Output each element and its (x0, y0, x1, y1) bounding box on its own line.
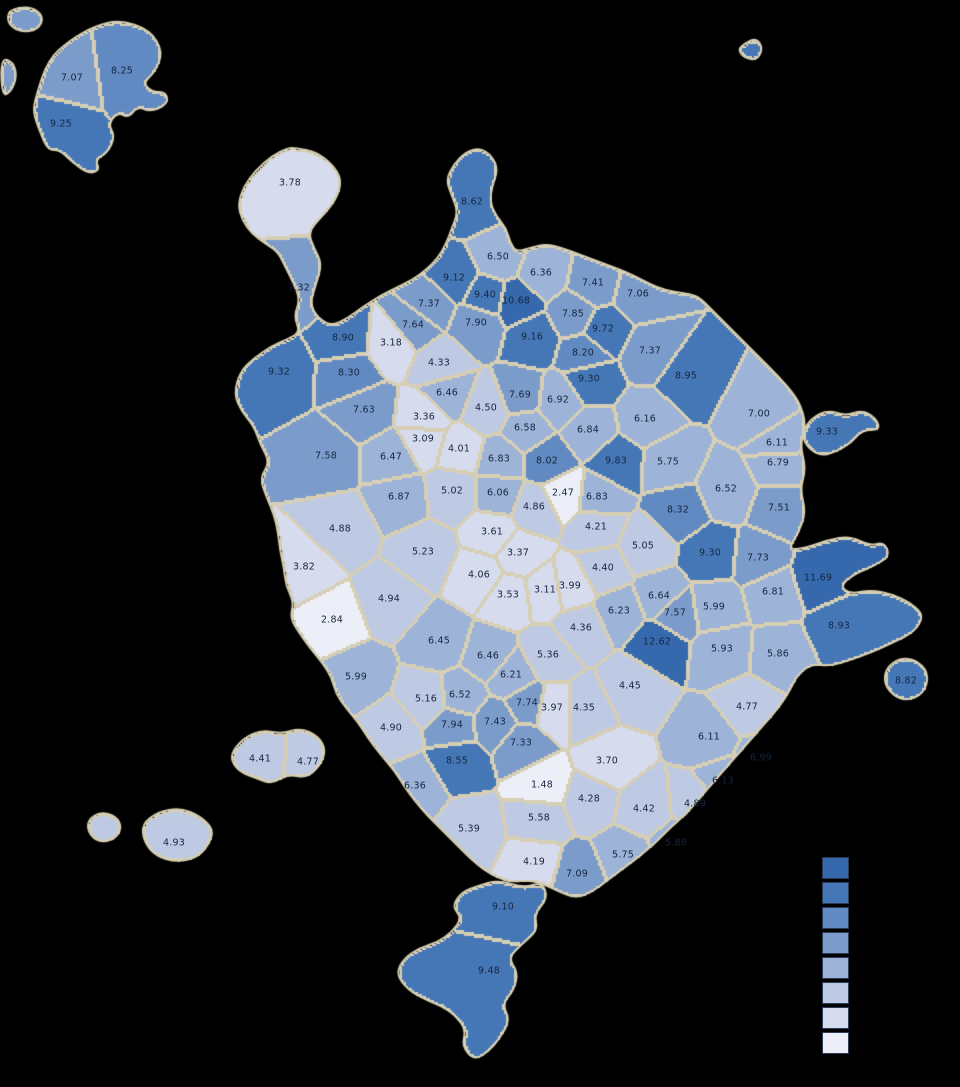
legend-swatch (822, 882, 849, 904)
legend-swatch (822, 857, 849, 879)
legend-swatch (822, 957, 849, 979)
legend (822, 857, 849, 1054)
legend-swatch (822, 982, 849, 1004)
legend-swatch (822, 932, 849, 954)
legend-swatch (822, 1032, 849, 1054)
legend-swatch (822, 1007, 849, 1029)
legend-swatch (822, 907, 849, 929)
